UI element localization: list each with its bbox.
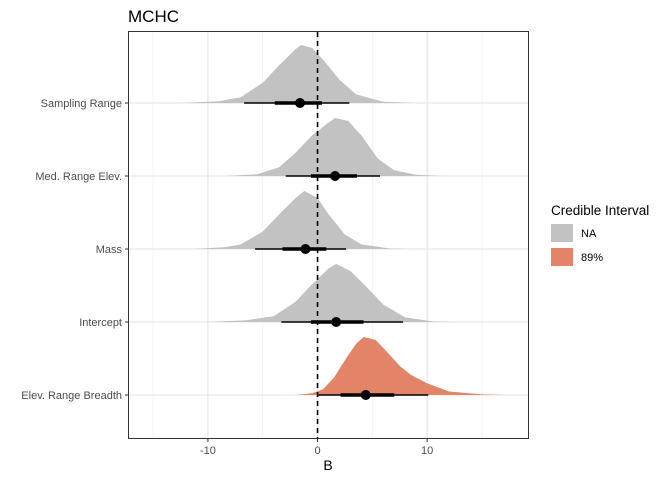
x-axis-labels: -10 0 10 — [200, 438, 433, 457]
y-axis-labels: Sampling Range Med. Range Elev. Mass Interc… — [21, 98, 129, 402]
y-tick-label: Sampling Range — [41, 98, 122, 110]
y-tick-label: Med. Range Elev. — [35, 171, 122, 183]
y-tick-label: Elev. Range Breadth — [21, 390, 122, 402]
legend-label: NA — [581, 228, 597, 240]
chart-title: MCHC — [128, 7, 179, 26]
density-area — [224, 118, 444, 176]
interval-series — [244, 98, 429, 400]
x-tick-label: -10 — [200, 445, 216, 457]
density-area — [191, 191, 411, 249]
x-tick-label: 0 — [314, 445, 320, 457]
y-tick-label: Intercept — [79, 317, 122, 329]
y-tick-label: Mass — [96, 244, 123, 256]
x-tick-label: 10 — [421, 445, 433, 457]
density-area — [207, 264, 461, 322]
legend-label: 89% — [581, 252, 603, 264]
median-point — [360, 390, 371, 400]
density-area — [180, 45, 417, 103]
median-point — [330, 171, 341, 181]
legend-title: Credible Interval — [551, 203, 649, 218]
density-area — [295, 337, 504, 395]
legend: Credible Interval NA 89% — [551, 203, 649, 266]
median-point — [331, 317, 342, 327]
median-point — [300, 244, 311, 254]
legend-swatch — [551, 224, 573, 242]
legend-swatch — [551, 248, 573, 266]
x-axis-title: B — [323, 457, 332, 473]
density-series — [180, 45, 504, 395]
median-point — [295, 98, 305, 108]
